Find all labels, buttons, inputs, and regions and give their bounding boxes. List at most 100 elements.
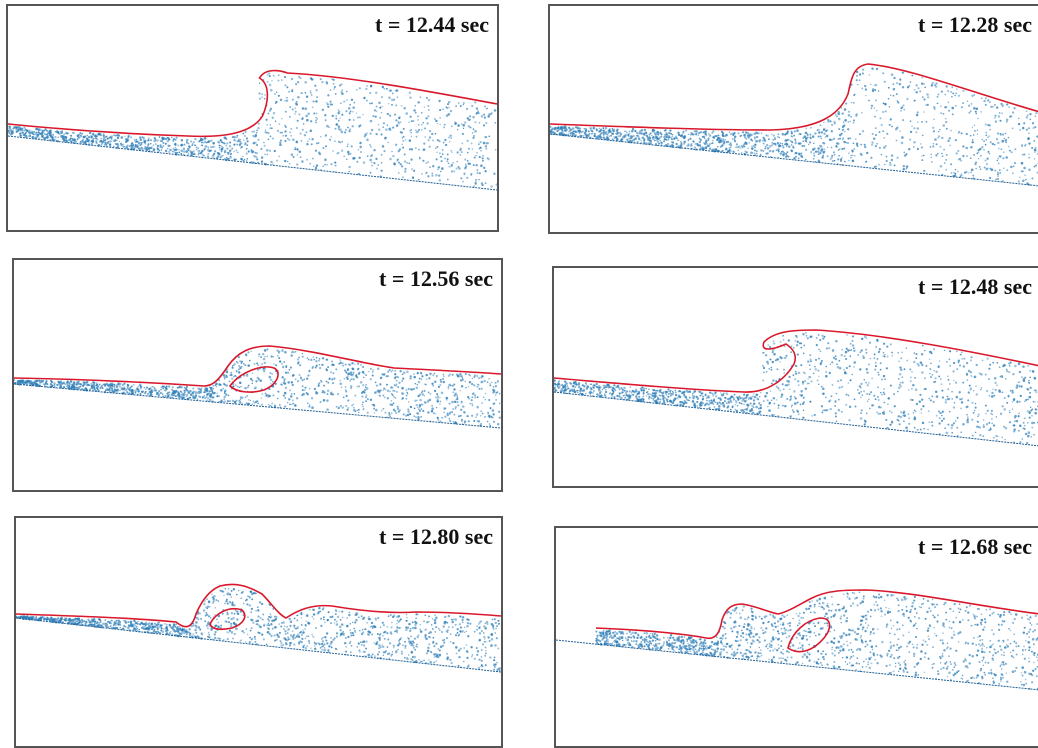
particle-dot	[420, 416, 422, 418]
particle-dot	[915, 388, 918, 391]
particle-dot	[413, 109, 415, 111]
particle-dot	[675, 390, 677, 392]
particle-dot	[176, 137, 178, 139]
particle-dot	[354, 395, 356, 397]
particle-dot	[441, 167, 444, 170]
particle-dot	[393, 402, 395, 404]
particle-dot	[315, 366, 317, 368]
particle-dot	[467, 152, 469, 154]
particle-dot	[930, 157, 931, 158]
particle-dot	[462, 143, 464, 145]
particle-dot	[365, 400, 367, 402]
particle-dot	[91, 143, 93, 145]
particle-dot	[875, 100, 877, 102]
particle-dot	[440, 171, 441, 172]
particle-dot	[349, 104, 351, 106]
particle-dot	[760, 392, 762, 394]
particle-dot	[734, 139, 736, 141]
particle-dot	[1024, 417, 1026, 419]
particle-dot	[345, 110, 347, 112]
particle-dot	[218, 142, 220, 144]
particle-dot	[247, 351, 249, 353]
particle-dot	[428, 146, 430, 148]
particle-dot	[1012, 408, 1014, 410]
particle-dot	[683, 137, 685, 139]
particle-dot	[982, 435, 984, 437]
particle-dot	[222, 155, 224, 157]
particle-dot	[186, 389, 188, 391]
particle-dot	[581, 135, 583, 137]
particle-dot	[992, 143, 994, 145]
particle-dot	[982, 139, 984, 141]
particle-dot	[468, 386, 470, 388]
particle-dot	[688, 145, 689, 146]
particle-dot	[201, 150, 203, 152]
particle-dot	[391, 400, 393, 402]
particle-dot	[717, 146, 719, 148]
particle-dot	[24, 133, 26, 135]
particle-dot	[675, 137, 677, 139]
particle-dot	[641, 132, 644, 135]
particle-dot	[273, 356, 275, 358]
particle-dot	[850, 379, 852, 381]
particle-dot	[726, 392, 728, 394]
particle-dot	[396, 380, 398, 382]
particle-dot	[472, 116, 475, 119]
particle-dot	[320, 136, 322, 138]
particle-dot	[906, 360, 908, 362]
particle-dot	[889, 410, 891, 412]
particle-dot	[418, 129, 420, 131]
particle-dot	[560, 391, 562, 393]
particle-dot	[390, 386, 392, 388]
particle-dot	[239, 144, 241, 146]
particle-dot	[319, 382, 321, 384]
particle-dot	[278, 80, 280, 82]
particle-dot	[452, 408, 454, 410]
particle-dot	[878, 374, 880, 376]
particle-dot	[741, 400, 742, 401]
particle-dot	[156, 392, 158, 394]
particle-dot	[919, 401, 921, 403]
particle-dot	[878, 413, 880, 415]
particle-dot	[378, 124, 379, 125]
particle-dot	[495, 394, 497, 396]
particle-dot	[798, 372, 801, 375]
particle-dot	[352, 106, 355, 109]
particle-dot	[1006, 402, 1008, 404]
particle-dot	[1032, 370, 1035, 373]
particle-dot	[939, 146, 941, 148]
particle-dot	[951, 427, 953, 429]
particle-dot	[191, 394, 193, 396]
particle-dot	[371, 165, 373, 167]
particle-dot	[150, 387, 151, 388]
particle-dot	[729, 132, 730, 133]
particle-dot	[989, 129, 991, 131]
particle-dot	[333, 83, 335, 85]
particle-dot	[139, 144, 141, 146]
particle-dot	[279, 143, 282, 146]
particle-dot	[880, 348, 881, 349]
particle-dot	[835, 416, 837, 418]
particle-dot	[703, 148, 706, 151]
particle-dot	[947, 101, 949, 103]
particle-dot	[823, 133, 825, 135]
particle-dot	[453, 170, 455, 172]
particle-dot	[986, 163, 988, 165]
particle-dot	[428, 100, 430, 102]
particle-dot	[394, 373, 396, 375]
particle-dot	[165, 143, 167, 145]
particle-dot	[476, 107, 478, 109]
particle-dot	[935, 82, 937, 84]
particle-dot	[461, 151, 463, 153]
particle-dot	[92, 133, 93, 134]
particle-dot	[225, 138, 227, 140]
particle-dot	[923, 170, 925, 172]
particle-dot	[802, 417, 804, 419]
particle-dot	[204, 137, 207, 140]
particle-dot	[884, 393, 886, 395]
particle-dot	[714, 135, 716, 137]
particle-dot	[966, 414, 967, 415]
particle-dot	[277, 355, 279, 357]
particle-dot	[621, 138, 622, 139]
particle-dot	[985, 97, 987, 99]
